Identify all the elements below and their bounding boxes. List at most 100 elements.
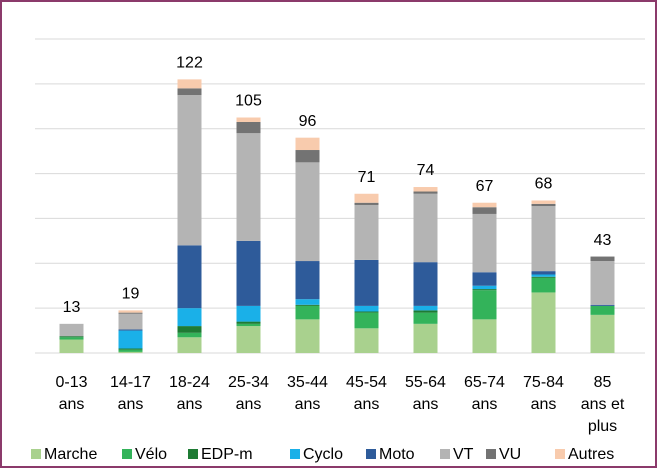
bar-segment	[236, 240, 261, 306]
bar-segment	[295, 150, 320, 163]
bar-segment	[177, 337, 202, 353]
legend-swatch	[188, 449, 198, 459]
bar-segment	[118, 349, 143, 352]
bar-segment	[413, 187, 438, 192]
x-tick-label: 45-54	[346, 374, 387, 391]
bar-segment	[590, 261, 615, 305]
x-tick-label: 85	[594, 374, 612, 391]
bar-segment	[118, 313, 143, 330]
bar-segment	[531, 292, 556, 353]
x-tick-label: ans	[118, 396, 144, 413]
total-label: 96	[299, 113, 317, 130]
legend-label: Marche	[44, 446, 97, 463]
bar-segment	[236, 133, 261, 241]
total-label: 13	[63, 299, 81, 316]
x-tick-label: ans	[413, 396, 439, 413]
legend-label: VU	[499, 446, 521, 463]
bar-segment	[59, 336, 84, 338]
x-tick-label: ans	[236, 396, 262, 413]
bar-segment	[295, 261, 320, 300]
bar-segment	[236, 321, 261, 324]
total-label: 43	[594, 232, 612, 249]
bar-segment	[177, 245, 202, 309]
x-tick-label: 35-44	[287, 374, 328, 391]
bar-segment	[295, 137, 320, 151]
bar-segment	[472, 285, 497, 290]
bar-segment	[118, 330, 143, 349]
legend-swatch	[366, 449, 376, 459]
bar-segment	[472, 272, 497, 286]
bar-segment	[177, 88, 202, 96]
x-tick-label: ans	[177, 396, 203, 413]
bar-segment	[413, 305, 438, 311]
legend-label: Vélo	[135, 446, 167, 463]
bar-segment	[236, 305, 261, 322]
x-tick-label: ans	[472, 396, 498, 413]
bar-segment	[354, 312, 379, 329]
bar-segment	[59, 337, 84, 340]
bar-segment	[295, 304, 320, 306]
bar-segment	[472, 213, 497, 273]
bar-segment	[531, 274, 556, 277]
total-label: 19	[122, 286, 140, 303]
bar-segment	[531, 277, 556, 293]
bar-segment	[531, 276, 556, 278]
x-tick-label: 65-74	[464, 374, 505, 391]
bar-segment	[177, 79, 202, 89]
bar-segment	[354, 193, 379, 203]
legend-swatch	[555, 449, 565, 459]
bar-segment	[531, 206, 556, 272]
total-label: 71	[358, 169, 376, 186]
bar-segment	[118, 310, 143, 313]
legend-swatch	[31, 449, 41, 459]
bar-segment	[177, 308, 202, 327]
x-tick-label: 0-13	[55, 374, 87, 391]
total-label: 67	[476, 178, 494, 195]
bar-segment	[177, 95, 202, 246]
bar-segment	[236, 323, 261, 327]
bar-segment	[354, 202, 379, 205]
bar-segment	[472, 290, 497, 320]
bar-segment	[531, 203, 556, 207]
x-tick-label: 14-17	[110, 374, 151, 391]
bar-segment	[413, 323, 438, 353]
bar-segment	[118, 312, 143, 314]
bar-segment	[590, 305, 615, 315]
bar-segment	[118, 348, 143, 350]
bar-segment	[236, 326, 261, 353]
bar-segment	[354, 305, 379, 312]
x-tick-label: ans et	[581, 396, 625, 413]
bar-segment	[472, 202, 497, 208]
x-tick-label: ans	[295, 396, 321, 413]
legend-swatch	[440, 449, 450, 459]
bar-segment	[177, 326, 202, 333]
legend-swatch	[122, 449, 132, 459]
total-label: 68	[535, 176, 553, 193]
bar-segment	[354, 311, 379, 313]
bar-segment	[295, 319, 320, 353]
bar-segment	[590, 314, 615, 353]
legend-swatch	[290, 449, 300, 459]
total-label: 74	[417, 162, 435, 179]
bar-segment	[295, 299, 320, 305]
legend-label: Cyclo	[303, 446, 343, 463]
bar-segment	[472, 319, 497, 353]
x-tick-label: ans	[531, 396, 557, 413]
x-tick-label: 55-64	[405, 374, 446, 391]
legend-swatch	[486, 449, 496, 459]
x-tick-label: ans	[354, 396, 380, 413]
legend-label: VT	[453, 446, 474, 463]
bar-segment	[354, 328, 379, 353]
bar-segment	[472, 289, 497, 291]
bar-segment	[413, 312, 438, 324]
bar-segment	[413, 310, 438, 313]
bar-segment	[236, 121, 261, 134]
bar-segment	[531, 200, 556, 204]
bar-segment	[177, 332, 202, 338]
bar-segment	[413, 193, 438, 263]
x-tick-label: 18-24	[169, 374, 210, 391]
total-label: 122	[176, 55, 203, 72]
bar-segment	[59, 339, 84, 353]
